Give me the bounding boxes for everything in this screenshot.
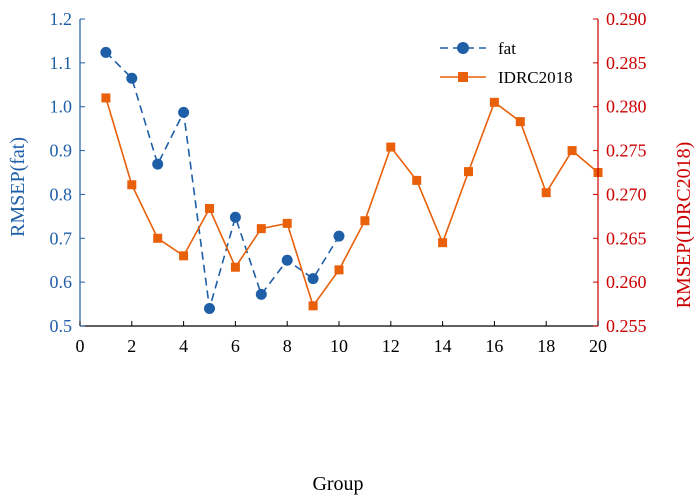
data-point-fat xyxy=(204,302,215,314)
x-tick-label: 0 xyxy=(76,336,85,356)
legend-idrc-label: IDRC2018 xyxy=(498,68,573,87)
left-tick-label: 0.6 xyxy=(50,272,73,292)
left-tick-label: 1.1 xyxy=(50,53,73,73)
left-axis-title: RMSEP(fat) xyxy=(7,137,29,237)
data-point-idrc2018 xyxy=(282,218,292,228)
right-tick-label: 0.285 xyxy=(606,53,647,73)
x-tick-label: 12 xyxy=(382,336,400,356)
data-point-fat xyxy=(100,46,112,58)
axes xyxy=(79,18,599,327)
x-tick-label: 14 xyxy=(434,336,452,356)
data-point-fat xyxy=(333,230,345,242)
series-line-fat xyxy=(105,51,340,309)
plot-area xyxy=(100,46,603,314)
x-tick-label: 20 xyxy=(589,336,607,356)
data-point-idrc2018 xyxy=(464,167,473,177)
right-axis-title: RMSEP(IDRC2018) xyxy=(673,142,695,309)
data-point-idrc2018 xyxy=(127,180,137,190)
legend: fat IDRC2018 xyxy=(440,39,573,87)
right-tick-label: 0.270 xyxy=(606,184,647,204)
legend-fat-marker xyxy=(457,42,469,54)
data-point-idrc2018 xyxy=(153,233,163,243)
data-point-idrc2018 xyxy=(230,262,240,272)
left-tick-label: 0.8 xyxy=(50,184,73,204)
data-point-idrc2018 xyxy=(412,175,422,185)
data-point-idrc2018 xyxy=(386,142,396,152)
x-tick-label: 4 xyxy=(179,336,188,356)
x-axis-title: Group xyxy=(312,473,363,495)
x-tick-label: 10 xyxy=(330,336,348,356)
right-tick-label: 0.290 xyxy=(606,9,647,29)
data-point-fat xyxy=(178,106,190,118)
data-point-idrc2018 xyxy=(101,93,111,103)
tick-labels: 0 2 4 6 8 10 12 14 16 18 20 0.5 0.6 0.7 0.8 0.9 1.0 1.1 1.… xyxy=(50,9,647,356)
data-point-idrc2018 xyxy=(334,265,344,275)
x-tick-label: 6 xyxy=(231,336,240,356)
x-tick-label: 2 xyxy=(127,336,136,356)
data-point-idrc2018 xyxy=(438,238,448,248)
legend-idrc-marker xyxy=(458,72,468,82)
data-point-fat xyxy=(229,211,241,223)
right-tick-label: 0.275 xyxy=(606,141,647,161)
data-point-idrc2018 xyxy=(256,224,266,234)
data-point-idrc2018 xyxy=(541,188,551,198)
right-tick-label: 0.265 xyxy=(606,228,647,248)
x-tick-label: 18 xyxy=(537,336,555,356)
right-tick-label: 0.280 xyxy=(606,97,647,117)
series-line-idrc2018 xyxy=(105,97,599,308)
data-point-idrc2018 xyxy=(179,251,189,261)
data-point-fat xyxy=(255,288,267,300)
x-tick-label: 16 xyxy=(485,336,503,356)
data-point-fat xyxy=(152,158,164,170)
data-point-idrc2018 xyxy=(205,203,214,213)
left-tick-label: 0.7 xyxy=(50,228,73,248)
left-tick-label: 0.9 xyxy=(50,141,73,161)
data-point-idrc2018 xyxy=(360,216,370,226)
data-point-idrc2018 xyxy=(489,97,499,107)
left-tick-label: 0.5 xyxy=(50,316,73,336)
data-point-idrc2018 xyxy=(567,146,577,156)
data-point-idrc2018 xyxy=(308,301,318,311)
data-point-fat xyxy=(126,72,138,84)
left-tick-label: 1.2 xyxy=(50,9,73,29)
data-point-fat xyxy=(281,254,293,266)
right-tick-label: 0.255 xyxy=(606,316,647,336)
data-point-idrc2018 xyxy=(515,117,525,127)
right-tick-label: 0.260 xyxy=(606,272,647,292)
data-point-fat xyxy=(307,273,319,285)
legend-fat-label: fat xyxy=(498,39,516,58)
left-tick-label: 1.0 xyxy=(50,97,73,117)
x-tick-label: 8 xyxy=(283,336,292,356)
